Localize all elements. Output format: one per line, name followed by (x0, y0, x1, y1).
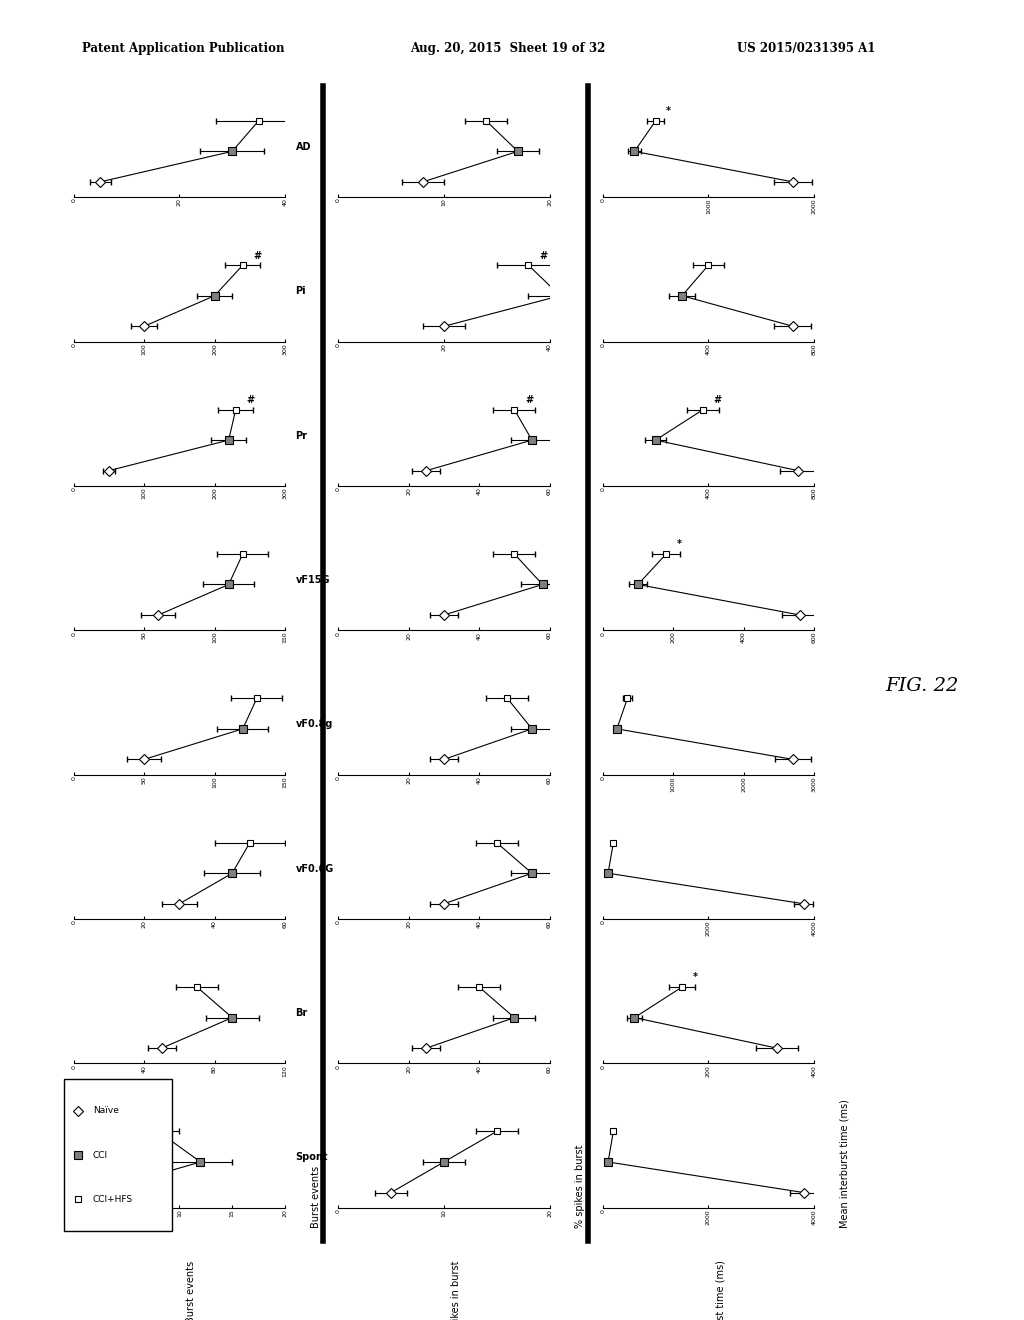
Text: Spont: Spont (296, 1152, 328, 1163)
Text: % spikes in burst: % spikes in burst (451, 1261, 461, 1320)
Text: US 2015/0231395 A1: US 2015/0231395 A1 (737, 42, 876, 55)
Text: #: # (247, 395, 254, 405)
Text: CCI+HFS: CCI+HFS (93, 1195, 133, 1204)
Text: Mean interburst time (ms): Mean interburst time (ms) (715, 1261, 725, 1320)
Text: CCI: CCI (93, 1151, 109, 1159)
Text: Pr: Pr (296, 430, 307, 441)
Text: *: * (692, 973, 697, 982)
Text: Burst events: Burst events (310, 1166, 321, 1228)
Text: vF15G: vF15G (296, 576, 330, 585)
Text: *: * (667, 106, 671, 116)
Text: vF0.8g: vF0.8g (296, 719, 333, 729)
Text: FIG. 22: FIG. 22 (885, 677, 958, 696)
Text: *: * (677, 540, 682, 549)
FancyBboxPatch shape (63, 1078, 172, 1232)
Text: AD: AD (296, 141, 311, 152)
Text: Br: Br (296, 1008, 308, 1018)
Text: #: # (714, 395, 722, 405)
Text: Naïve: Naïve (93, 1106, 119, 1115)
Text: Pi: Pi (296, 286, 306, 296)
Text: Mean interburst time (ms): Mean interburst time (ms) (840, 1098, 850, 1228)
Text: #: # (525, 395, 534, 405)
Text: Burst events: Burst events (186, 1261, 197, 1320)
Text: Patent Application Publication: Patent Application Publication (82, 42, 285, 55)
Text: #: # (539, 251, 547, 260)
Text: vF0.6G: vF0.6G (296, 863, 334, 874)
Text: Aug. 20, 2015  Sheet 19 of 32: Aug. 20, 2015 Sheet 19 of 32 (410, 42, 605, 55)
Text: % spikes in burst: % spikes in burst (575, 1144, 585, 1228)
Text: #: # (253, 251, 261, 260)
